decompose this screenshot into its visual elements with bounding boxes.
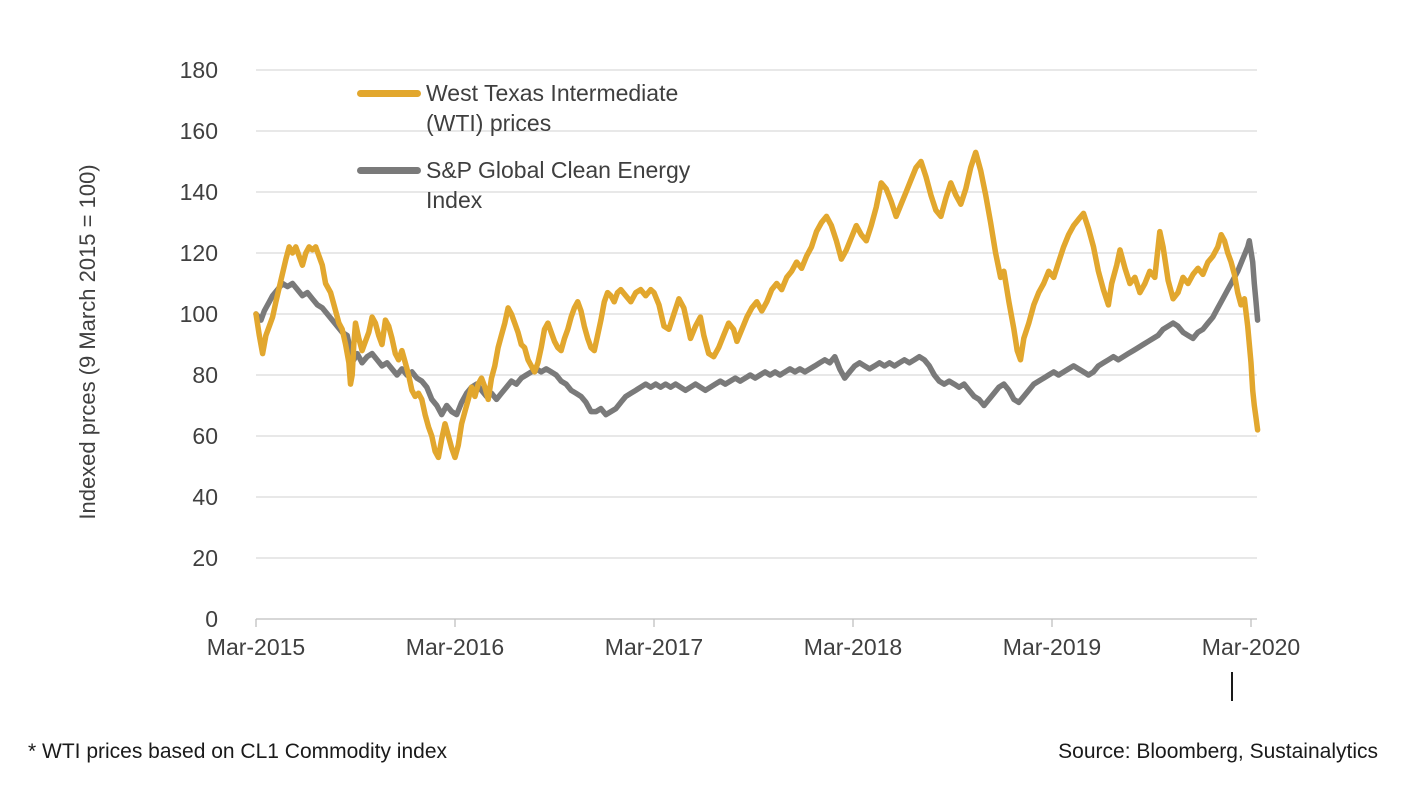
svg-text:180: 180 — [180, 57, 218, 83]
clean-energy-line-swatch — [357, 167, 421, 174]
svg-text:Mar-2019: Mar-2019 — [1003, 634, 1101, 660]
svg-text:Mar-2016: Mar-2016 — [406, 634, 504, 660]
footnote: * WTI prices based on CL1 Commodity inde… — [28, 740, 448, 763]
svg-text:140: 140 — [180, 179, 218, 205]
text-cursor-artifact — [1231, 672, 1233, 701]
svg-text:160: 160 — [180, 118, 218, 144]
y-axis-title: Indexed prces (9 March 2015 = 100) — [75, 164, 100, 520]
svg-text:100: 100 — [180, 301, 218, 327]
svg-text:20: 20 — [192, 545, 218, 571]
svg-text:Mar-2020: Mar-2020 — [1202, 634, 1300, 660]
svg-text:60: 60 — [192, 423, 218, 449]
legend-item-wti: West Texas Intermediate (WTI) prices — [357, 78, 736, 138]
svg-text:Mar-2017: Mar-2017 — [605, 634, 703, 660]
legend-label-wti: West Texas Intermediate (WTI) prices — [426, 80, 679, 136]
legend-item-clean-energy: S&P Global Clean Energy Index — [357, 155, 736, 215]
legend: West Texas Intermediate (WTI) prices S&P… — [357, 78, 736, 215]
source-credit: Source: Bloomberg, Sustainalytics — [1058, 740, 1378, 763]
legend-label-clean-energy: S&P Global Clean Energy Index — [426, 157, 691, 213]
svg-text:40: 40 — [192, 484, 218, 510]
svg-text:80: 80 — [192, 362, 218, 388]
wti-line-swatch — [357, 90, 421, 97]
svg-text:0: 0 — [205, 606, 218, 632]
svg-text:120: 120 — [180, 240, 218, 266]
svg-text:Mar-2015: Mar-2015 — [207, 634, 305, 660]
svg-text:Mar-2018: Mar-2018 — [804, 634, 902, 660]
